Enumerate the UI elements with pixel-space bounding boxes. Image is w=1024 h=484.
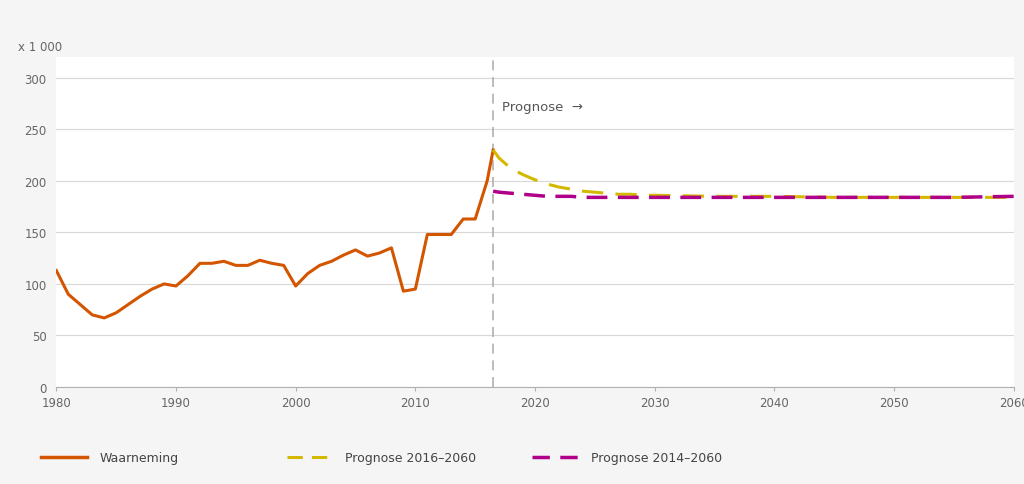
Waarneming	[229, 263, 242, 269]
Waarneming	[301, 271, 313, 277]
Waarneming	[194, 261, 206, 267]
Waarneming	[481, 179, 494, 184]
Prognose 2016–2060	[648, 193, 660, 199]
Prognose 2016–2060	[541, 182, 553, 187]
Waarneming	[218, 259, 230, 265]
Waarneming	[487, 148, 500, 153]
Prognose 2014–2060	[888, 195, 900, 201]
Waarneming	[469, 217, 481, 223]
Waarneming	[182, 273, 195, 279]
Waarneming	[98, 316, 111, 321]
Waarneming	[265, 261, 278, 267]
Prognose 2014–2060	[948, 195, 961, 201]
Prognose 2014–2060	[529, 193, 542, 199]
Waarneming	[254, 258, 266, 264]
Prognose 2016–2060	[828, 195, 841, 201]
Prognose 2016–2060	[768, 194, 780, 200]
Waarneming	[110, 310, 122, 316]
Waarneming	[337, 253, 349, 258]
Waarneming	[326, 259, 338, 265]
Prognose 2014–2060	[1008, 194, 1020, 200]
Waarneming	[349, 247, 361, 253]
Text: x 1 000: x 1 000	[18, 41, 62, 54]
Waarneming	[385, 245, 397, 251]
Prognose 2014–2060	[612, 195, 625, 201]
Prognose 2014–2060	[541, 194, 553, 200]
Waarneming	[374, 251, 386, 257]
Waarneming	[158, 281, 170, 287]
Waarneming	[134, 294, 146, 300]
Prognose 2014–2060	[553, 194, 565, 200]
Prognose 2016–2060	[709, 194, 721, 200]
Waarneming	[122, 302, 134, 308]
Prognose 2016–2060	[487, 148, 500, 153]
Prognose 2014–2060	[768, 195, 780, 201]
Waarneming	[397, 288, 410, 294]
Prognose 2016–2060	[637, 193, 649, 199]
Text: Prognose 2016–2060: Prognose 2016–2060	[345, 451, 476, 464]
Prognose 2014–2060	[487, 189, 500, 195]
Waarneming	[290, 284, 302, 289]
Prognose 2016–2060	[553, 185, 565, 191]
Text: Waarneming: Waarneming	[99, 451, 178, 464]
Waarneming	[361, 254, 374, 259]
Prognose 2016–2060	[505, 166, 517, 172]
Prognose 2016–2060	[625, 192, 637, 198]
Waarneming	[421, 232, 433, 238]
Waarneming	[457, 217, 469, 223]
Prognose 2016–2060	[601, 191, 613, 197]
Prognose 2014–2060	[577, 195, 589, 201]
Waarneming	[170, 284, 182, 289]
Line: Prognose 2014–2060: Prognose 2014–2060	[494, 192, 1014, 198]
Waarneming	[50, 268, 62, 274]
Prognose 2016–2060	[589, 190, 601, 196]
Waarneming	[74, 302, 86, 308]
Prognose 2014–2060	[637, 195, 649, 201]
Prognose 2014–2060	[601, 195, 613, 201]
Prognose 2016–2060	[948, 195, 961, 201]
Prognose 2016–2060	[888, 195, 900, 201]
Waarneming	[278, 263, 290, 269]
Prognose 2014–2060	[648, 195, 660, 201]
Text: Prognose 2014–2060: Prognose 2014–2060	[591, 451, 722, 464]
Prognose 2014–2060	[589, 195, 601, 201]
Prognose 2014–2060	[828, 195, 841, 201]
Waarneming	[86, 312, 98, 318]
Prognose 2014–2060	[493, 190, 505, 196]
Prognose 2014–2060	[505, 191, 517, 197]
Waarneming	[206, 261, 218, 267]
Prognose 2016–2060	[612, 192, 625, 198]
Line: Waarneming: Waarneming	[56, 151, 494, 318]
Waarneming	[62, 292, 75, 298]
Prognose 2014–2060	[625, 195, 637, 201]
Prognose 2016–2060	[577, 189, 589, 195]
Prognose 2014–2060	[517, 192, 529, 198]
Waarneming	[445, 232, 458, 238]
Line: Prognose 2016–2060: Prognose 2016–2060	[494, 151, 1014, 198]
Waarneming	[433, 232, 445, 238]
Text: Prognose  →: Prognose →	[502, 101, 583, 114]
Waarneming	[313, 263, 326, 269]
Prognose 2016–2060	[517, 172, 529, 178]
Waarneming	[242, 263, 254, 269]
Prognose 2016–2060	[493, 156, 505, 162]
Prognose 2016–2060	[529, 178, 542, 183]
Prognose 2014–2060	[565, 194, 578, 200]
Waarneming	[145, 287, 158, 292]
Prognose 2016–2060	[565, 187, 578, 193]
Prognose 2014–2060	[709, 195, 721, 201]
Prognose 2016–2060	[1008, 195, 1020, 201]
Waarneming	[410, 287, 422, 292]
